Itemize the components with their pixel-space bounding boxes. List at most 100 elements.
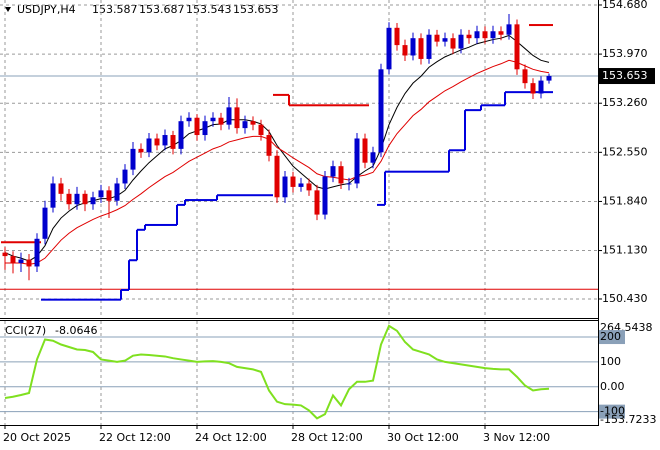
cci-tick-label: -153.7233 <box>600 413 656 426</box>
x-tick-label: 20 Oct 2025 <box>3 431 71 444</box>
indicator-name: CCI(27) <box>5 324 46 337</box>
candle-body <box>218 117 224 125</box>
candle-body <box>170 135 176 149</box>
candle-body <box>322 176 328 215</box>
candle-body <box>202 121 208 136</box>
y-tick-label: 154.680 <box>602 0 648 11</box>
candle-body <box>482 31 488 39</box>
candle-body <box>546 76 552 81</box>
candle-body <box>90 197 96 205</box>
candle-body <box>346 183 352 185</box>
candle-body <box>130 148 136 170</box>
candle-body <box>402 45 408 56</box>
candle-body <box>50 183 56 208</box>
candle-body <box>362 138 368 163</box>
candle-body <box>114 183 120 201</box>
candle-body <box>146 138 152 153</box>
x-tick-label: 3 Nov 12:00 <box>483 431 550 444</box>
candle-body <box>162 135 168 146</box>
candle-body <box>490 31 496 39</box>
ohlc-open: 153.587 <box>92 3 138 16</box>
candle-body <box>186 117 192 122</box>
candle-body <box>154 138 160 146</box>
candle-body <box>210 117 216 122</box>
candle-body <box>58 183 64 194</box>
y-tick-label: 151.840 <box>602 194 648 207</box>
last-price-box <box>599 68 655 85</box>
candle-body <box>98 190 104 198</box>
candle-body <box>450 38 456 49</box>
menu-arrow <box>5 7 11 12</box>
candle-body <box>106 190 112 201</box>
candle-body <box>298 183 304 187</box>
candle-body <box>330 166 336 177</box>
candle-body <box>10 256 16 264</box>
candle-body <box>138 148 144 153</box>
candle-body <box>466 34 472 39</box>
candle-body <box>74 193 80 205</box>
candle-body <box>514 24 520 70</box>
candle-body <box>386 27 392 70</box>
candle-body <box>354 138 360 184</box>
candle-body <box>426 34 432 59</box>
x-tick-label: 24 Oct 12:00 <box>195 431 267 444</box>
candle-body <box>266 135 272 156</box>
candle-body <box>282 176 288 198</box>
cci-tick-label: -100 <box>600 405 625 418</box>
cci-tick-label: 200 <box>600 330 621 343</box>
moving-average <box>5 59 550 265</box>
candle-body <box>418 38 424 59</box>
candle-body <box>66 193 72 205</box>
last-price-label: 153.653 <box>602 69 648 82</box>
candle-body <box>178 121 184 149</box>
candle-body <box>82 193 88 205</box>
ohlc-high: 153.687 <box>139 3 185 16</box>
y-tick-label: 153.970 <box>602 47 648 60</box>
candle-body <box>2 252 8 257</box>
y-tick-label: 153.260 <box>602 96 648 109</box>
candle-body <box>290 176 296 187</box>
x-tick-label: 22 Oct 12:00 <box>99 431 171 444</box>
candle-body <box>242 121 248 129</box>
x-tick-label: 30 Oct 12:00 <box>387 431 459 444</box>
candle-body <box>314 190 320 215</box>
candle-body <box>258 124 264 136</box>
candle-body <box>42 207 48 239</box>
candle-body <box>34 238 40 267</box>
candle-body <box>442 38 448 42</box>
candle-body <box>522 69 528 84</box>
candle-body <box>234 107 240 129</box>
cci-tick-box <box>599 330 625 345</box>
indicator-value: -8.0646 <box>55 324 97 337</box>
cci-tick-label: 0.00 <box>600 380 625 393</box>
candle-body <box>370 152 376 163</box>
x-tick-label: 28 Oct 12:00 <box>291 431 363 444</box>
candle-body <box>226 107 232 125</box>
y-tick-label: 150.430 <box>602 292 648 305</box>
candle-body <box>122 169 128 184</box>
candle-body <box>18 259 24 264</box>
candle-body <box>338 166 344 184</box>
cci-tick-label: 100 <box>600 355 621 368</box>
candle-body <box>26 259 32 267</box>
candle-body <box>250 121 256 125</box>
y-tick-label: 151.130 <box>602 244 648 257</box>
candle-body <box>306 183 312 191</box>
candle-body <box>538 80 544 94</box>
candle-body <box>458 34 464 49</box>
y-tick-label: 152.550 <box>602 145 648 158</box>
candle-body <box>194 117 200 136</box>
cci-line <box>4 324 550 420</box>
candle-body <box>530 83 536 94</box>
candle-body <box>498 31 504 35</box>
moving-average <box>4 34 550 262</box>
candle-body <box>506 24 512 35</box>
candle-body <box>474 31 480 39</box>
candle-body <box>434 34 440 42</box>
cci-tick-box <box>599 404 625 419</box>
candle-body <box>274 155 280 198</box>
candle-body <box>394 27 400 46</box>
ohlc-close: 153.653 <box>233 3 279 16</box>
